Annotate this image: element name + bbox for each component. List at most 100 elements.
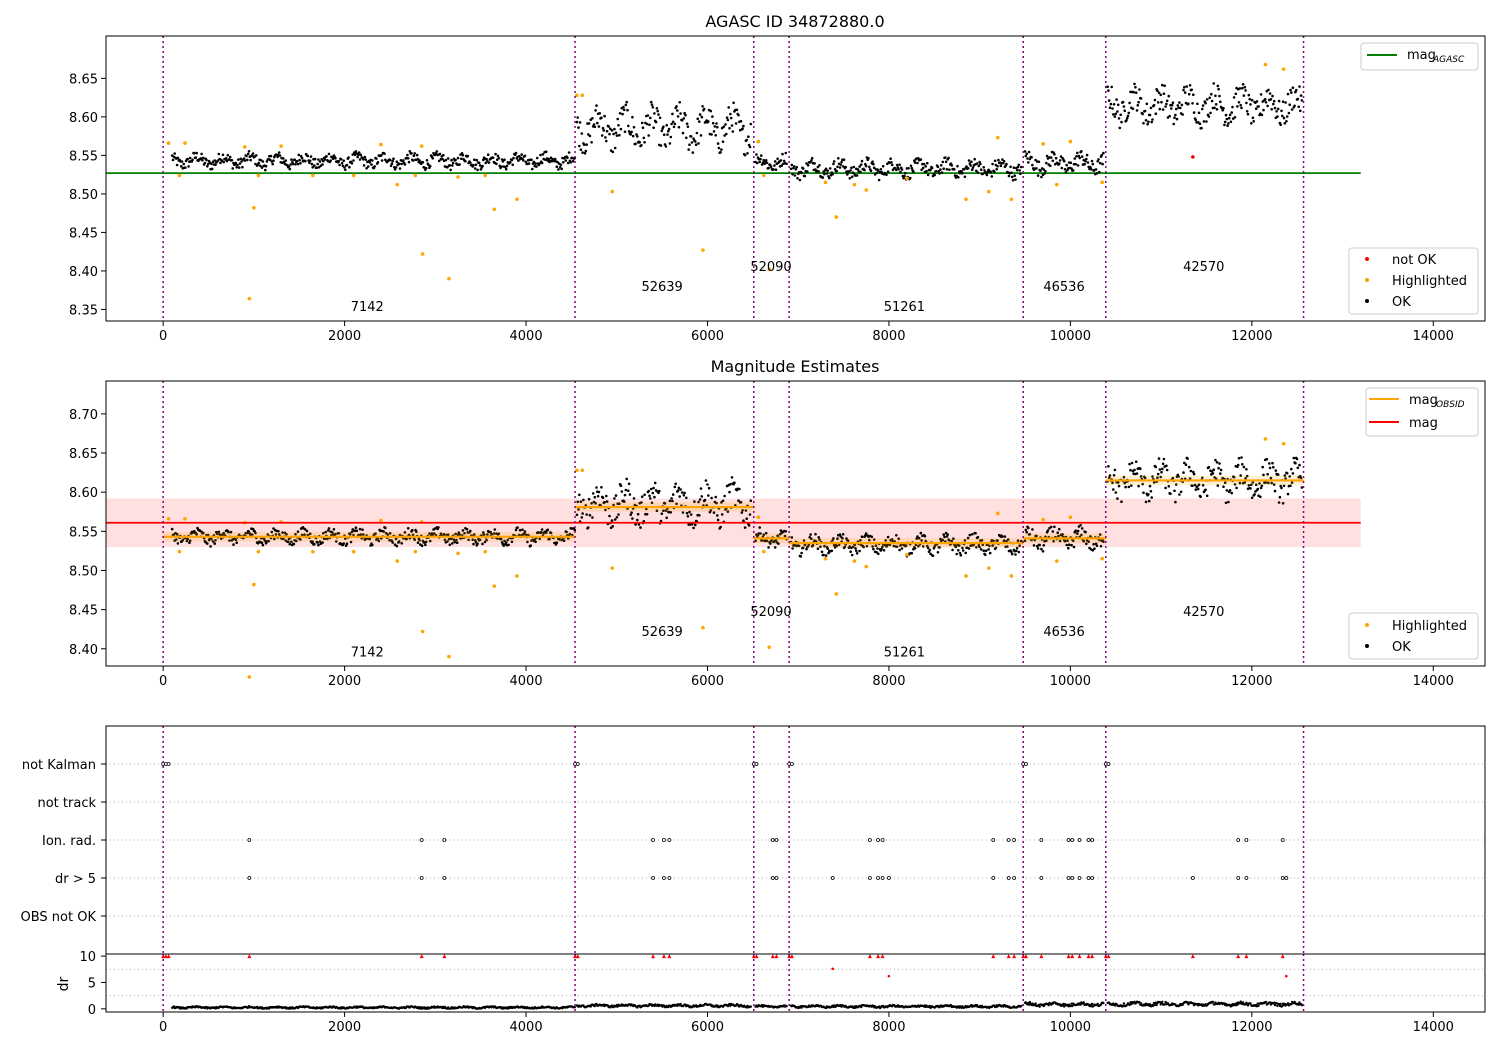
ok-point: [963, 175, 967, 179]
ok-point: [229, 530, 233, 534]
x-tick-label: 4000: [510, 674, 543, 689]
flag-point: [166, 762, 171, 766]
ok-point: [769, 165, 773, 169]
ok-point: [737, 499, 740, 503]
ok-point: [741, 127, 744, 130]
ok-point: [442, 153, 445, 157]
ok-point: [566, 161, 570, 165]
dr-point: [573, 1006, 576, 1009]
ok-point: [855, 552, 859, 555]
ok-point: [1023, 539, 1027, 543]
ok-point: [452, 538, 456, 541]
flag-point: [887, 876, 891, 880]
x-tick-label: 8000: [872, 674, 905, 689]
flag-point: [1280, 838, 1285, 842]
flag-point: [1236, 838, 1241, 842]
ok-point: [916, 161, 919, 165]
ok-point: [852, 165, 856, 169]
ok-point: [1016, 539, 1020, 542]
ok-point: [576, 116, 579, 119]
dr-point: [1249, 1002, 1252, 1005]
ok-point: [863, 168, 866, 172]
ok-point: [785, 162, 788, 166]
ok-point: [1023, 150, 1027, 153]
ok-point: [285, 533, 288, 536]
ok-point: [745, 138, 748, 142]
ok-point: [188, 541, 191, 545]
ok-point: [1017, 163, 1021, 167]
ok-point: [1300, 486, 1304, 489]
ok-point: [947, 156, 950, 160]
x-tick-label: 8000: [872, 329, 905, 344]
legend-label: mag: [1407, 48, 1436, 63]
ok-point: [358, 158, 362, 161]
ok-point: [1128, 101, 1131, 105]
ok-point: [1040, 175, 1043, 179]
ok-point: [1179, 106, 1182, 110]
flag-point: [1077, 838, 1082, 842]
ok-point: [716, 518, 720, 522]
ok-point: [759, 532, 762, 535]
ok-point: [1272, 102, 1275, 106]
ok-point: [976, 535, 980, 539]
ok-point: [1006, 545, 1009, 548]
highlighted-point: [823, 556, 828, 561]
ok-point: [1102, 540, 1105, 543]
ok-point: [678, 101, 681, 104]
ok-point: [1219, 100, 1222, 104]
ok-point: [603, 500, 606, 504]
ok-point: [277, 530, 280, 533]
ok-point: [397, 540, 401, 543]
ok-point: [1162, 457, 1166, 461]
ok-point: [630, 511, 633, 514]
ok-point: [734, 504, 737, 507]
highlighted-point: [996, 511, 1000, 516]
flag-point: [991, 838, 996, 842]
ok-point: [990, 175, 994, 178]
dr-point: [1082, 1001, 1086, 1004]
y-tick-label: 8.50: [69, 564, 98, 579]
dr-point: [1028, 1000, 1032, 1004]
ok-point: [936, 551, 940, 554]
dr-capped-marker: [667, 954, 672, 959]
ok-point: [362, 533, 365, 536]
ok-point: [386, 533, 390, 536]
ok-point: [698, 498, 702, 501]
ok-point: [1116, 103, 1120, 107]
ok-point: [188, 156, 192, 160]
dr-point: [1122, 1002, 1126, 1005]
ok-point: [371, 543, 374, 547]
ok-point: [650, 103, 654, 106]
ok-point: [206, 542, 209, 545]
ok-point: [1059, 155, 1063, 158]
ok-point: [415, 153, 419, 157]
ok-point: [853, 543, 856, 547]
ok-point: [496, 154, 500, 158]
ok-point: [491, 156, 495, 160]
highlighted-point: [756, 515, 761, 520]
ok-point: [806, 170, 809, 173]
ok-point: [1037, 160, 1041, 164]
ok-point: [731, 130, 735, 133]
ok-point: [1133, 468, 1136, 472]
ok-point: [1054, 156, 1058, 160]
ok-point: [1290, 108, 1294, 111]
ok-point: [1238, 481, 1242, 485]
ok-point: [683, 491, 686, 495]
highlighted-point: [447, 654, 451, 659]
flag-point: [247, 838, 252, 842]
ok-point: [412, 154, 416, 157]
highlighted-point: [492, 207, 497, 212]
ok-point: [1262, 108, 1265, 112]
ok-point: [535, 165, 538, 168]
ok-point: [646, 114, 650, 117]
ok-point: [240, 160, 243, 163]
ok-point: [814, 532, 817, 536]
ok-point: [469, 529, 472, 533]
ok-point: [485, 157, 488, 161]
ok-point: [808, 536, 811, 539]
ok-point: [999, 164, 1003, 168]
y-tick-label: 8.65: [69, 72, 98, 87]
ok-point: [424, 167, 428, 170]
